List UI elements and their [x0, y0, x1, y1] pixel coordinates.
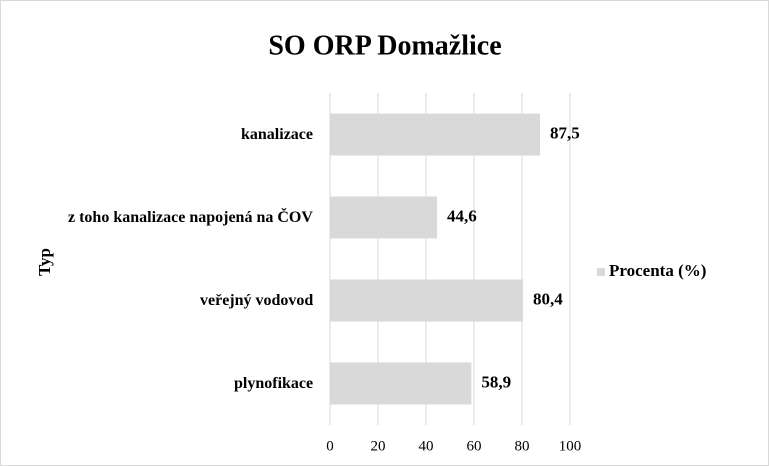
y-tick-label: kanalizace [241, 125, 313, 143]
x-tick-label: 40 [419, 438, 434, 454]
x-tick-label: 60 [467, 438, 482, 454]
legend-label: Procenta (%) [609, 261, 706, 280]
chart-title: SO ORP Domažlice [268, 30, 501, 61]
data-label: 58,9 [481, 372, 511, 391]
x-tick-label: 20 [371, 438, 386, 454]
bar [330, 196, 438, 239]
y-tick-label: plynofikace [234, 374, 314, 392]
x-tick-label: 100 [559, 438, 582, 454]
bar [330, 279, 523, 322]
x-tick-label: 80 [515, 438, 530, 454]
y-tick-label: veřejný vodovod [200, 291, 314, 309]
legend-swatch [597, 268, 605, 276]
bar [330, 113, 540, 156]
data-label: 80,4 [533, 289, 563, 308]
x-tick-label: 0 [326, 438, 334, 454]
bar [330, 362, 472, 405]
data-label: 44,6 [447, 206, 477, 225]
y-tick-label: z toho kanalizace napojená na ČOV [68, 208, 313, 226]
y-axis-label: Typ [35, 248, 54, 276]
data-label: 87,5 [550, 123, 580, 142]
